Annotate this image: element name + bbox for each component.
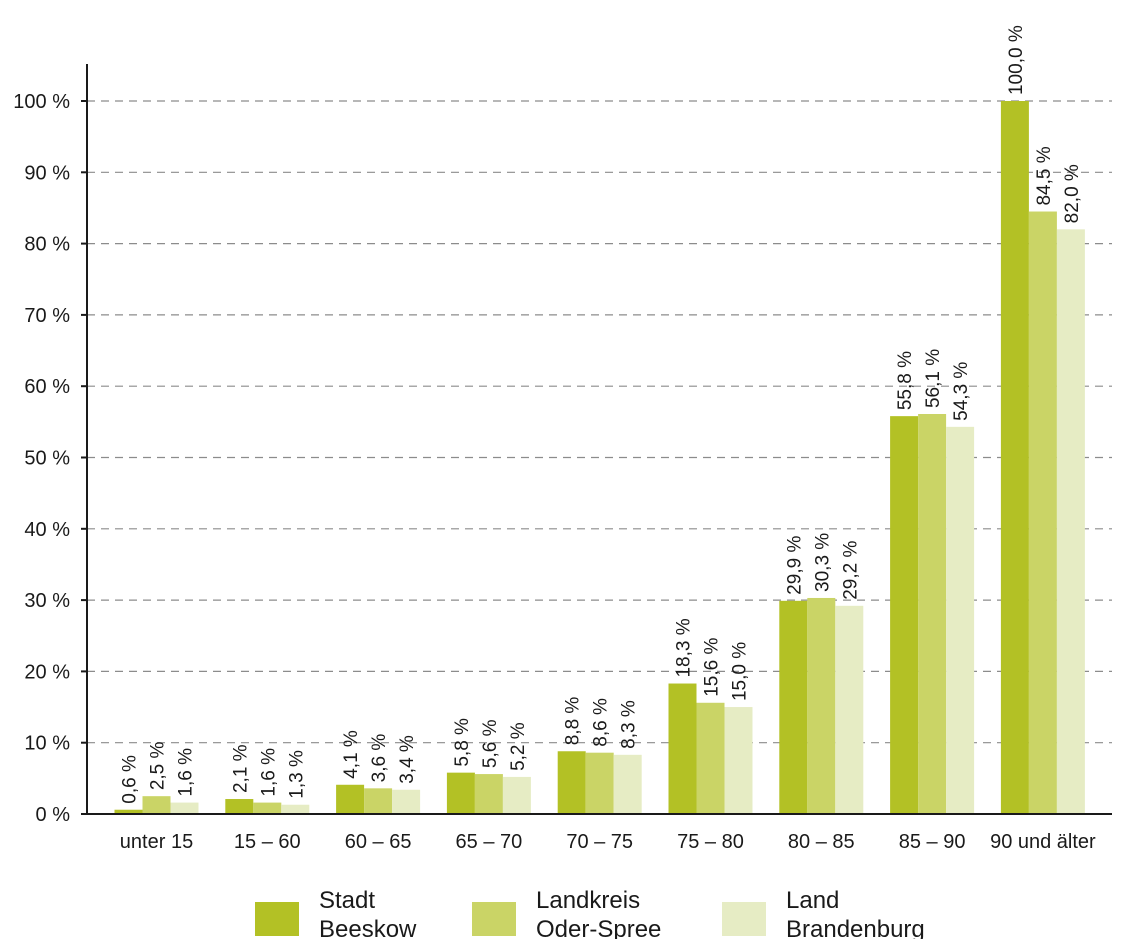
bar — [946, 426, 975, 814]
x-tick-label: 75 – 80 — [677, 831, 744, 853]
x-tick-label: 65 – 70 — [456, 831, 523, 853]
x-tick-label: 60 – 65 — [345, 831, 412, 853]
y-tick-label: 90 % — [24, 162, 70, 184]
bar — [142, 796, 171, 814]
data-labels: 0,6 % 2,5 % 1,6 % 2,1 % 1,6 % 1,3 % 4,1 % 3,6 %… — [120, 25, 1083, 804]
bar — [446, 772, 475, 814]
bar — [1000, 101, 1029, 814]
data-label: 29,2 % — [840, 541, 861, 600]
data-label: 5,6 % — [480, 719, 501, 768]
data-label: 18,3 % — [674, 618, 695, 677]
legend-label: Land — [786, 887, 839, 914]
legend-swatch — [722, 902, 766, 936]
data-label: 2,5 % — [148, 741, 169, 790]
data-label: 100,0 % — [1006, 25, 1027, 95]
data-label: 30,3 % — [812, 533, 833, 592]
y-tick-label: 20 % — [24, 661, 70, 683]
y-tick-label: 80 % — [24, 234, 70, 256]
data-label: 84,5 % — [1034, 146, 1055, 205]
bar — [668, 683, 697, 814]
data-label: 3,6 % — [369, 734, 390, 783]
x-axis-ticks: unter 15 15 – 60 60 – 65 65 – 70 70 – 75 75 –… — [120, 831, 1096, 853]
y-tick-marks — [81, 100, 87, 815]
bar — [225, 799, 254, 814]
bar — [474, 774, 503, 814]
legend-swatch — [255, 902, 299, 936]
bar — [281, 804, 310, 814]
x-tick-label: 70 – 75 — [566, 831, 633, 853]
bar — [364, 788, 393, 814]
x-tick-label: 90 und älter — [990, 831, 1096, 853]
data-label: 1,6 % — [258, 748, 279, 797]
bar — [392, 789, 421, 814]
data-label: 56,1 % — [923, 349, 944, 408]
y-tick-label: 10 % — [24, 733, 70, 755]
bar — [557, 751, 586, 814]
data-label: 0,6 % — [120, 755, 141, 804]
bar — [613, 754, 642, 814]
legend-label: Beeskow — [319, 916, 417, 939]
legend-label: Stadt — [319, 887, 375, 914]
bar — [502, 776, 531, 814]
data-label: 5,2 % — [508, 722, 529, 771]
legend-label: Oder-Spree — [536, 916, 661, 939]
legend-label: Brandenburg — [786, 916, 925, 939]
y-axis-ticks: 0 % 10 % 20 % 30 % 40 % 50 % 60 % 70 % 80 % 90 % 1… — [13, 91, 70, 826]
y-tick-label: 30 % — [24, 590, 70, 612]
data-label: 15,6 % — [702, 638, 723, 697]
bar — [170, 802, 199, 814]
data-label: 3,4 % — [397, 735, 418, 784]
x-tick-label: unter 15 — [120, 831, 193, 853]
y-tick-label: 70 % — [24, 305, 70, 327]
data-label: 15,0 % — [730, 642, 751, 701]
bar — [890, 416, 919, 814]
bar — [918, 414, 947, 814]
bar — [1028, 211, 1057, 814]
bar — [336, 784, 365, 814]
data-label: 2,1 % — [230, 744, 251, 793]
legend-swatch — [472, 902, 516, 936]
data-label: 1,6 % — [176, 748, 197, 797]
y-tick-label: 50 % — [24, 448, 70, 470]
bar — [696, 702, 725, 814]
data-label: 4,1 % — [341, 730, 362, 779]
x-tick-label: 85 – 90 — [899, 831, 966, 853]
data-label: 55,8 % — [895, 351, 916, 410]
x-tick-label: 15 – 60 — [234, 831, 301, 853]
legend-label: Landkreis — [536, 887, 640, 914]
y-tick-label: 0 % — [36, 804, 71, 826]
data-label: 8,3 % — [619, 700, 640, 749]
bar — [114, 809, 143, 814]
bars — [114, 101, 1085, 815]
data-label: 5,8 % — [452, 718, 473, 767]
data-label: 8,8 % — [563, 697, 584, 746]
y-tick-label: 100 % — [13, 91, 70, 113]
bar — [835, 605, 864, 814]
bar — [779, 600, 808, 814]
data-label: 29,9 % — [784, 536, 805, 595]
data-label: 8,6 % — [591, 698, 612, 747]
data-label: 82,0 % — [1062, 164, 1083, 223]
y-tick-label: 60 % — [24, 376, 70, 398]
data-label: 54,3 % — [951, 362, 972, 421]
bar — [807, 597, 836, 814]
bar — [585, 752, 614, 814]
data-label: 1,3 % — [286, 750, 307, 799]
bar — [253, 802, 282, 814]
bar — [1056, 229, 1085, 815]
y-tick-label: 40 % — [24, 519, 70, 541]
bar — [724, 707, 753, 814]
x-tick-label: 80 – 85 — [788, 831, 855, 853]
